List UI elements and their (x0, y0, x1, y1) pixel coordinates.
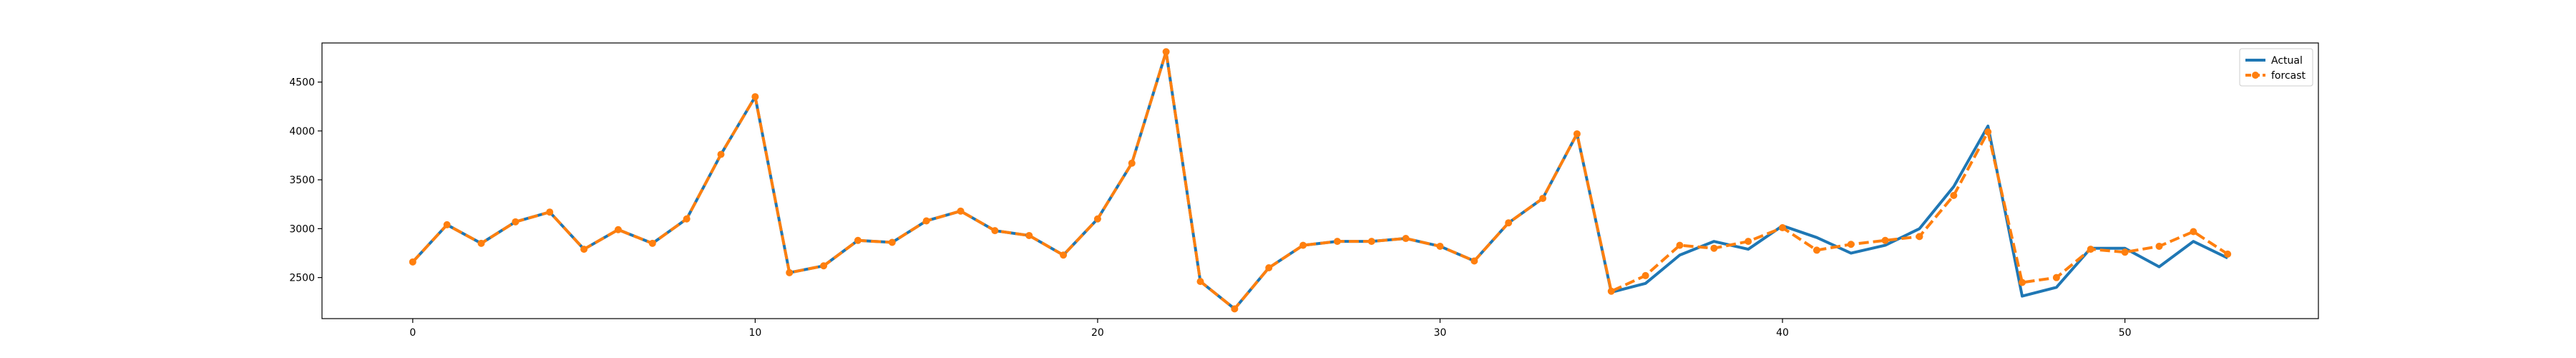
data-point-forcast (2052, 274, 2060, 281)
data-point-forcast (512, 218, 519, 226)
series-line-actual (411, 50, 2229, 311)
series-line-forcast (411, 50, 2229, 311)
data-point-forcast (1093, 215, 1101, 223)
data-point-forcast (580, 246, 588, 253)
data-point-forcast (2121, 248, 2129, 256)
data-point-forcast (751, 93, 759, 101)
y-tick-label: 3500 (289, 175, 315, 186)
data-point-forcast (2087, 246, 2094, 253)
legend-label-actual: Actual (2271, 55, 2303, 67)
data-point-forcast (1779, 224, 1787, 232)
data-point-forcast (2190, 228, 2197, 236)
plot-area (409, 48, 2232, 313)
data-point-forcast (2155, 242, 2163, 250)
data-point-forcast (1231, 305, 1239, 313)
y-tick-label: 3000 (289, 223, 315, 235)
y-tick-label: 4000 (289, 126, 315, 137)
data-point-forcast (1470, 257, 1478, 265)
data-point-forcast (1573, 130, 1581, 137)
data-point-forcast (786, 268, 794, 276)
data-point-forcast (1916, 233, 1923, 241)
data-point-forcast (991, 227, 999, 235)
data-point-forcast (1950, 191, 1958, 199)
data-point-forcast (1607, 287, 1615, 295)
legend-marker-forcast (2252, 72, 2259, 79)
data-point-forcast (1265, 264, 1273, 272)
plot-frame (321, 42, 2319, 319)
data-point-forcast (854, 236, 862, 244)
data-point-forcast (1745, 238, 1752, 246)
data-point-forcast (648, 239, 656, 247)
x-tick-label: 10 (748, 327, 761, 339)
y-tick-label: 2500 (289, 273, 315, 284)
data-point-forcast (1539, 195, 1547, 203)
legend-label-forcast: forcast (2271, 70, 2306, 82)
x-tick-label: 20 (1091, 327, 1104, 339)
x-tick-label: 0 (409, 327, 416, 339)
data-point-forcast (1333, 238, 1341, 246)
x-tick-label: 30 (1434, 327, 1447, 339)
data-point-forcast (1676, 241, 1684, 249)
data-point-forcast (1162, 48, 1170, 56)
data-point-forcast (1299, 241, 1307, 249)
data-point-forcast (1641, 271, 1649, 279)
data-point-forcast (1196, 278, 1204, 286)
axes: 0 10 20 30 40 50 2500 3000 3500 4000 4500 (289, 42, 2319, 339)
data-point-forcast (957, 207, 965, 215)
data-point-forcast (1813, 246, 1820, 254)
data-point-forcast (1984, 128, 1992, 136)
data-point-forcast (1367, 238, 1375, 246)
data-point-forcast (1436, 242, 1444, 250)
data-point-forcast (1505, 219, 1513, 227)
data-point-forcast (2019, 279, 2026, 286)
data-point-forcast (546, 208, 554, 216)
data-point-forcast (717, 150, 725, 158)
data-point-forcast (888, 238, 896, 246)
data-point-forcast (922, 217, 930, 225)
legend: Actual forcast (2239, 48, 2313, 87)
data-point-forcast (443, 221, 451, 228)
data-point-forcast (477, 239, 485, 247)
data-point-forcast (1060, 251, 1068, 259)
data-point-forcast (1881, 236, 1889, 244)
data-point-forcast (1847, 241, 1855, 248)
data-point-forcast (820, 262, 828, 270)
y-tick-label: 4500 (289, 77, 315, 89)
x-tick-label: 50 (2119, 327, 2132, 339)
data-point-forcast (683, 215, 691, 223)
x-tick-label: 40 (1776, 327, 1789, 339)
data-point-forcast (2224, 250, 2232, 258)
data-point-forcast (1402, 235, 1410, 243)
data-point-forcast (614, 226, 622, 233)
data-point-forcast (1025, 231, 1033, 239)
data-point-forcast (1710, 244, 1718, 252)
data-point-forcast (1128, 159, 1136, 167)
data-point-forcast (409, 258, 416, 266)
